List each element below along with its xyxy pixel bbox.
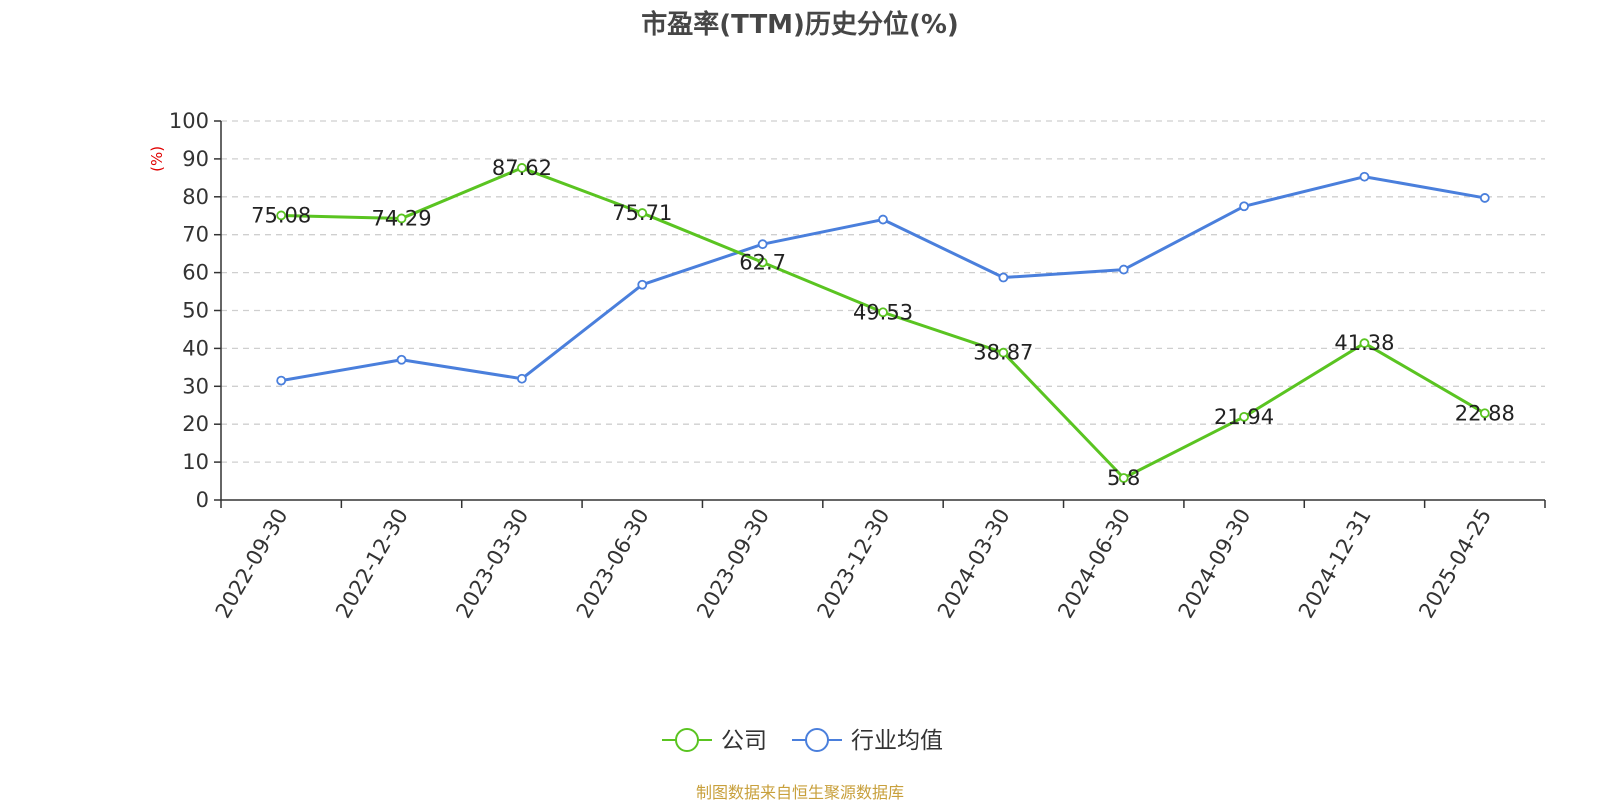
x-tick-label: 2024-06-30 <box>1053 505 1135 623</box>
data-label: 21.94 <box>1214 405 1274 429</box>
legend-label: 行业均值 <box>851 728 943 754</box>
y-tick-label: 20 <box>182 412 209 436</box>
data-point <box>1479 193 1490 203</box>
y-tick-label: 70 <box>182 223 209 247</box>
y-tick-label: 60 <box>182 261 209 285</box>
y-tick-label: 100 <box>169 109 209 133</box>
x-tick-label: 2023-12-30 <box>813 505 895 623</box>
data-point <box>1118 264 1129 275</box>
data-label: 5.8 <box>1107 466 1140 490</box>
x-tick-label: 2024-12-31 <box>1294 505 1376 623</box>
data-label: 38.87 <box>973 341 1033 365</box>
y-tick-label: 0 <box>196 488 209 512</box>
data-point <box>1359 338 1370 349</box>
x-tick-label: 2023-09-30 <box>692 505 774 623</box>
legend-marker <box>675 728 699 752</box>
y-tick-label: 40 <box>182 336 209 360</box>
y-axis-label: (%) <box>148 146 166 172</box>
data-point <box>276 210 287 221</box>
data-label: 62.7 <box>739 250 786 274</box>
legend-marker <box>805 728 829 752</box>
data-label: 22.88 <box>1455 401 1515 425</box>
data-source-note: 制图数据来自恒生聚源数据库 <box>695 783 904 802</box>
data-point <box>878 307 888 318</box>
data-point <box>878 214 888 225</box>
data-point <box>998 347 1009 358</box>
data-point <box>517 163 527 173</box>
data-point <box>757 239 768 250</box>
data-point <box>1118 473 1129 483</box>
data-point <box>396 213 407 224</box>
x-tick-label: 2025-04-25 <box>1414 505 1496 623</box>
data-point <box>276 375 287 386</box>
y-tick-label: 10 <box>182 450 209 474</box>
data-point <box>637 208 648 218</box>
data-point <box>1239 201 1249 212</box>
data-point <box>517 373 527 384</box>
x-tick-label: 2024-09-30 <box>1174 505 1256 623</box>
y-tick-label: 90 <box>182 147 209 171</box>
data-point <box>1479 408 1490 419</box>
x-tick-label: 2023-03-30 <box>451 505 533 623</box>
y-tick-label: 30 <box>182 374 209 398</box>
chart-title: 市盈率(TTM)历史分位(%) <box>641 10 959 40</box>
x-tick-label: 2023-06-30 <box>572 505 654 623</box>
data-point <box>396 354 407 365</box>
y-tick-label: 80 <box>182 185 209 209</box>
data-label: 41.38 <box>1334 331 1394 355</box>
data-point <box>1359 171 1370 182</box>
data-point <box>1239 411 1249 422</box>
data-label: 49.53 <box>853 300 913 324</box>
x-tick-label: 2022-12-30 <box>331 505 413 623</box>
data-point <box>757 257 768 268</box>
data-label: 75.08 <box>251 203 311 227</box>
data-label: 87.62 <box>492 156 552 180</box>
series-line <box>280 175 1486 383</box>
data-point <box>998 272 1009 283</box>
data-label: 75.71 <box>612 201 672 225</box>
data-label: 74.29 <box>371 206 431 230</box>
x-tick-label: 2024-03-30 <box>933 505 1015 623</box>
legend-label: 公司 <box>721 728 767 754</box>
x-tick-label: 2022-09-30 <box>211 505 293 623</box>
data-point <box>637 279 648 290</box>
y-tick-label: 50 <box>182 299 209 323</box>
